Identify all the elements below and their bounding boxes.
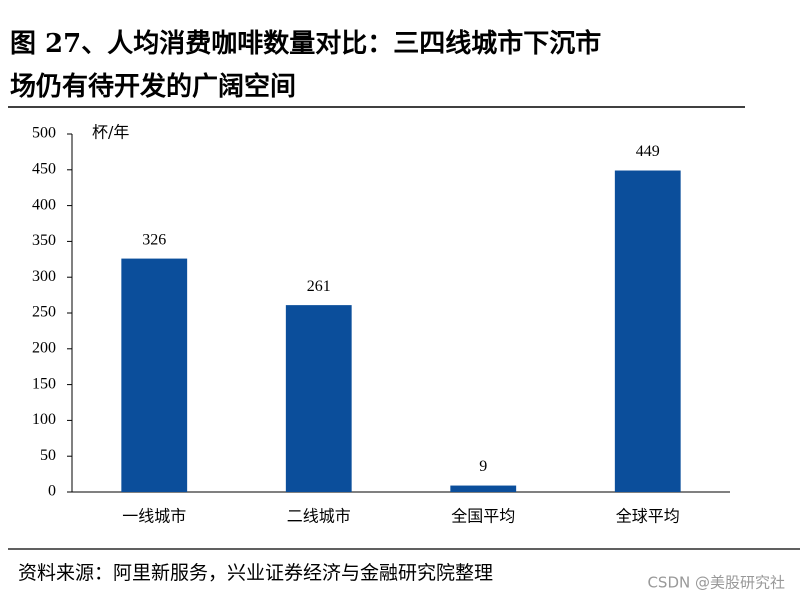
y-tick-label: 0 <box>48 483 56 500</box>
source: 资料来源：阿里新服务，兴业证券经济与金融研究院整理 <box>18 562 493 584</box>
x-tick-label: 一线城市 <box>122 507 186 526</box>
data-label: 326 <box>142 231 166 248</box>
y-tick-label: 250 <box>32 304 56 321</box>
y-tick-label: 50 <box>40 447 56 464</box>
y-tick-label: 100 <box>32 411 56 428</box>
y-tick-label: 500 <box>32 125 56 142</box>
watermark: CSDN @美股研究社 <box>647 574 785 592</box>
bar <box>614 170 681 493</box>
x-tick-label: 全国平均 <box>451 507 515 526</box>
bar <box>121 258 188 492</box>
x-tick-label: 全球平均 <box>616 507 680 526</box>
chart-title: 场仍有待开发的广阔空间 <box>10 71 296 102</box>
y-tick-label: 400 <box>32 196 56 213</box>
bar <box>450 485 517 492</box>
data-label: 449 <box>636 143 660 160</box>
y-tick-label: 300 <box>32 268 56 285</box>
y-tick-label: 350 <box>32 232 56 249</box>
y-tick-label: 150 <box>32 375 56 392</box>
y-tick-label: 200 <box>32 339 56 356</box>
y-tick-label: 450 <box>32 160 56 177</box>
data-label: 9 <box>479 458 487 475</box>
data-label: 261 <box>307 278 331 295</box>
bar <box>285 305 352 492</box>
chart-title: 图 27、人均消费咖啡数量对比：三四线城市下沉市 <box>10 28 601 59</box>
x-tick-label: 二线城市 <box>287 507 351 526</box>
unit-label: 杯/年 <box>92 123 129 142</box>
